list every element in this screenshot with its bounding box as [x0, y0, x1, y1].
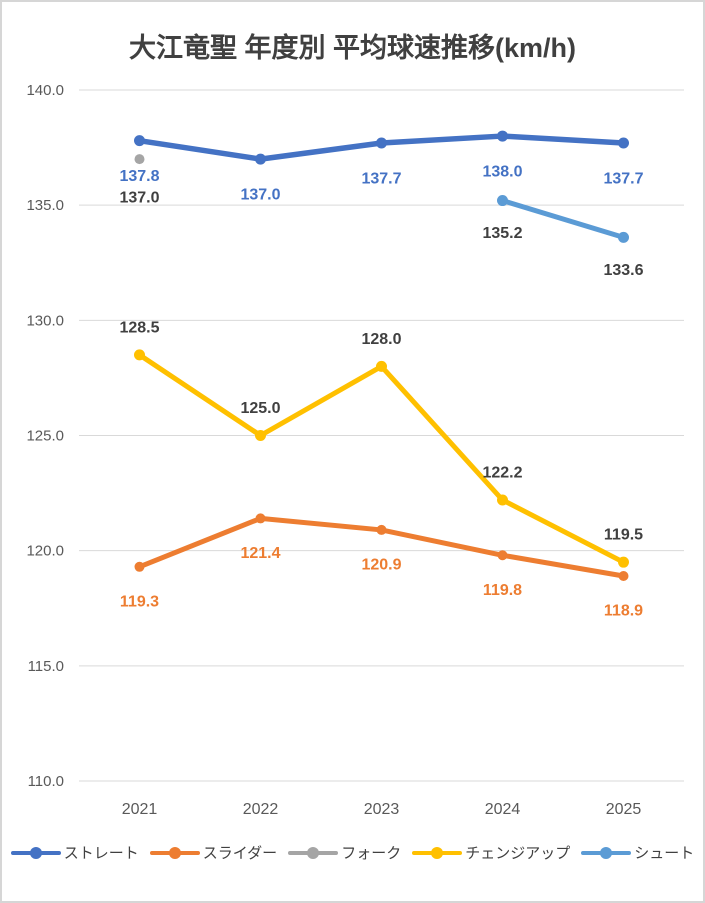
y-tick-120.0: 120.0 [26, 543, 64, 560]
x-tick-2025: 2025 [606, 801, 642, 818]
data-label-straight-2022: 137.0 [240, 187, 280, 204]
legend-label-changeup: チェンジアップ [465, 845, 571, 862]
legend-label-slider: スライダー [202, 845, 278, 862]
point-slider-2021 [134, 561, 145, 572]
point-straight-2022 [255, 153, 266, 165]
data-label-fork-2021: 137.0 [119, 190, 159, 207]
legend-dot-icon [29, 846, 42, 859]
legend-item-changeup: チェンジアップ [412, 842, 570, 863]
legend-item-straight: ストレート [10, 842, 139, 863]
point-shoot-2024 [497, 195, 508, 207]
legend-dot-icon [600, 846, 613, 859]
chart-title: 大江竜聖 年度別 平均球速推移(km/h) [128, 33, 576, 63]
data-label-changeup-2023: 128.0 [361, 331, 401, 348]
legend-item-fork: フォーク [288, 842, 401, 863]
legend-item-shoot: シュート [581, 842, 694, 863]
point-straight-2023 [376, 137, 387, 149]
point-fork-2021 [134, 154, 145, 165]
legend-dot-icon [431, 846, 444, 859]
data-label-straight-2023: 137.7 [361, 170, 401, 187]
data-label-straight-2021: 137.8 [119, 168, 159, 185]
data-label-slider-2025: 118.9 [604, 603, 643, 620]
data-label-slider-2023: 120.9 [361, 556, 401, 573]
legend-item-slider: スライダー [149, 842, 278, 863]
point-changeup-2021 [134, 349, 145, 361]
slider-legend-marker-icon [149, 846, 200, 859]
data-label-straight-2025: 137.7 [603, 170, 643, 187]
data-label-straight-2024: 138.0 [482, 164, 522, 181]
data-label-shoot-2024: 135.2 [482, 225, 522, 242]
straight-legend-marker-icon [10, 846, 61, 859]
legend-label-shoot: シュート [634, 845, 695, 862]
point-straight-2024 [497, 130, 508, 142]
point-changeup-2023 [376, 360, 387, 372]
y-tick-115.0: 115.0 [28, 658, 64, 675]
point-slider-2025 [618, 571, 629, 582]
legend-label-fork: フォーク [341, 845, 402, 862]
y-tick-140.0: 140.0 [26, 82, 64, 99]
x-tick-2022: 2022 [243, 801, 279, 818]
series-shoot-line [500, 198, 626, 240]
x-tick-2024: 2024 [485, 801, 521, 818]
data-label-changeup-2024: 122.2 [482, 464, 522, 481]
y-tick-130.0: 130.0 [26, 312, 64, 329]
data-label-slider-2024: 119.8 [483, 582, 522, 599]
chart-legend: ストレート スライダー フォーク チェンジアップ シュート [2, 842, 703, 863]
point-slider-2022 [255, 513, 266, 524]
shoot-legend-marker-icon [581, 846, 632, 859]
data-label-slider-2021: 119.3 [120, 593, 159, 610]
legend-dot-icon [307, 846, 320, 859]
data-label-changeup-2025: 119.5 [604, 527, 643, 544]
point-straight-2025 [618, 137, 629, 149]
fork-legend-marker-icon [288, 846, 339, 859]
x-tick-2023: 2023 [364, 801, 400, 818]
point-straight-2021 [134, 135, 145, 147]
point-changeup-2025 [618, 556, 629, 568]
point-shoot-2025 [618, 231, 629, 243]
x-tick-2021: 2021 [122, 801, 158, 818]
y-tick-125.0: 125.0 [26, 428, 64, 445]
data-label-changeup-2022: 125.0 [240, 400, 280, 417]
data-label-shoot-2025: 133.6 [603, 262, 643, 279]
changeup-legend-marker-icon [412, 846, 463, 859]
point-changeup-2022 [255, 430, 266, 441]
point-slider-2023 [376, 524, 387, 535]
data-label-slider-2022: 121.4 [240, 545, 280, 562]
data-label-changeup-2021: 128.5 [119, 319, 159, 336]
y-tick-110.0: 110.0 [28, 773, 64, 790]
legend-label-straight: ストレート [63, 845, 139, 862]
legend-dot-icon [168, 846, 181, 859]
y-tick-135.0: 135.0 [26, 197, 64, 214]
point-changeup-2024 [497, 494, 508, 506]
point-slider-2024 [497, 550, 508, 561]
